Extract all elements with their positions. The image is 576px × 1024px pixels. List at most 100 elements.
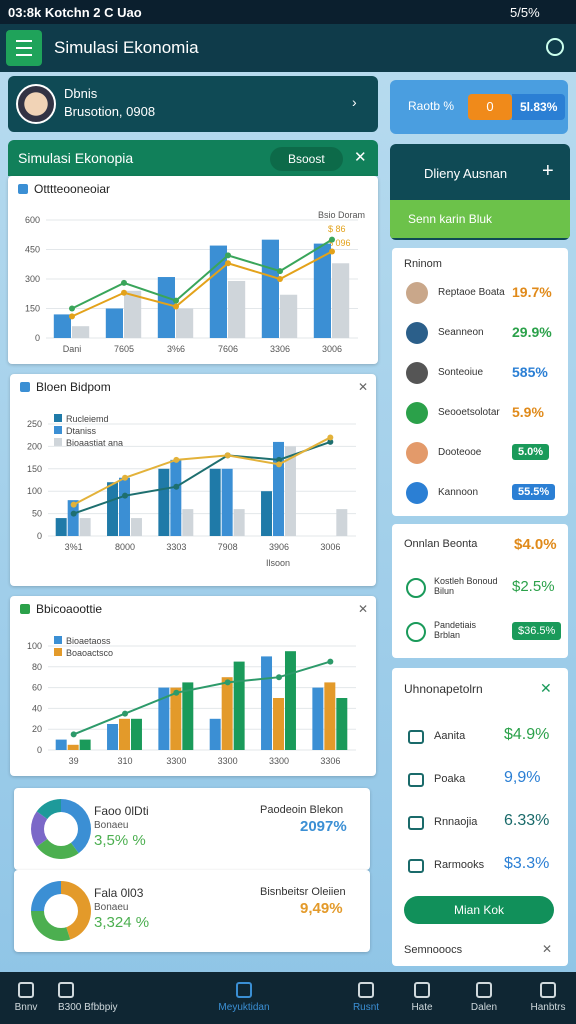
status-bar	[0, 0, 576, 24]
bar	[284, 446, 296, 536]
nav-label[interactable]: Dalen	[470, 1002, 498, 1013]
nav-label[interactable]: Rusnt	[352, 1002, 380, 1013]
point	[173, 456, 180, 463]
bar	[209, 468, 221, 536]
x-tick-label: 8000	[115, 542, 135, 552]
chart-card: Otttteooneoiar Bsio Doram $ 86 $ 096 0 150 300…	[8, 176, 378, 364]
bar	[176, 308, 194, 338]
annotation: $ 096	[328, 238, 351, 248]
list-button[interactable]: Mian Kok	[404, 896, 554, 924]
close: ✕	[354, 149, 367, 166]
row-value: 6.33%	[504, 812, 550, 829]
x-tick-label: 3006	[322, 344, 342, 354]
nav-label[interactable]: Bnnv	[14, 1002, 38, 1013]
point	[225, 260, 231, 267]
point	[225, 252, 231, 259]
x-tick-label: 3006	[320, 542, 340, 552]
row-value: 5.0%	[512, 444, 550, 460]
annotation: Bsio Doram	[318, 210, 365, 220]
point	[122, 710, 128, 717]
donut-right-value: 2097%	[300, 818, 347, 835]
legend-swatch	[54, 648, 62, 656]
y-tick-label: 40	[32, 703, 42, 713]
status-left: 03:8k Kotchn 2 C Uao	[8, 5, 142, 20]
app-bar	[0, 24, 576, 72]
close: ✕	[358, 602, 368, 616]
line	[73, 440, 331, 515]
y-tick-label: 150	[27, 464, 42, 474]
donut-title: Faoo 0lDti	[94, 804, 149, 818]
bar	[273, 698, 284, 750]
toggle[interactable]: 0	[468, 94, 512, 120]
x-tick-label: 3300	[269, 756, 289, 766]
x-tick-label: 3303	[166, 542, 186, 552]
point	[173, 483, 180, 490]
bar	[324, 682, 336, 750]
row-label: Sonteoiue	[438, 367, 484, 378]
summary-value: $4.0%	[514, 536, 557, 553]
line	[73, 660, 331, 736]
menu-line	[16, 40, 32, 42]
point	[329, 236, 335, 243]
point	[276, 674, 282, 681]
row-icon	[406, 482, 428, 504]
x-tick-label: Dani	[63, 344, 82, 354]
menu-button[interactable]	[6, 30, 42, 66]
nav-icon[interactable]	[476, 982, 492, 998]
point	[121, 279, 127, 286]
nav-icon[interactable]	[540, 982, 556, 998]
point	[70, 510, 77, 517]
panel-button[interactable]: Bsoost	[270, 147, 343, 171]
row-icon	[406, 362, 428, 384]
rate-label: Raotb %	[408, 99, 455, 113]
line	[71, 250, 333, 318]
nav-label[interactable]: Hate	[411, 1002, 433, 1013]
row-value: $3.3%	[504, 855, 550, 872]
nav-icon[interactable]	[358, 982, 374, 998]
x-tick-label: 3%1	[65, 542, 83, 552]
chart: Bloen Bidpom ✕ Rucleiemd Dtaniss Bioaastiat …	[20, 380, 368, 568]
x-tick-label: 39	[69, 756, 79, 766]
row-icon	[406, 322, 428, 344]
action-button[interactable]: Senn karin Bluk	[390, 200, 570, 238]
nav-icon[interactable]	[58, 982, 74, 998]
point	[69, 313, 75, 320]
ranking-title: Rninom	[404, 258, 442, 270]
menu-line	[16, 47, 32, 49]
bar	[170, 687, 182, 750]
bar	[158, 687, 170, 750]
bottom-nav	[0, 972, 576, 1024]
profile-name: Dbnis	[64, 86, 98, 101]
row-value: 55.5%	[512, 484, 556, 500]
row-value: 585%	[512, 364, 548, 380]
profile-card: Dbnis Brusotion, 0908 ›	[8, 76, 378, 132]
row-icon	[406, 442, 428, 464]
nav-icon[interactable]	[414, 982, 430, 998]
x-tick-label: 7908	[218, 542, 238, 552]
bar	[261, 491, 273, 536]
bar	[107, 482, 119, 536]
nav-label[interactable]: B300 Bfbbpiy	[58, 1002, 118, 1013]
chart-title: Bloen Bidpom	[36, 380, 111, 394]
account-icon[interactable]	[546, 38, 564, 56]
point	[224, 452, 231, 459]
x-tick-label: 3300	[218, 756, 238, 766]
bar	[130, 518, 142, 536]
bar	[67, 500, 79, 536]
chart-title: Otttteooneoiar	[34, 182, 110, 196]
y-tick-label: 50	[32, 509, 42, 519]
bar	[107, 724, 119, 750]
x-tick-label: 3306	[270, 344, 290, 354]
y-tick-label: 100	[27, 486, 42, 496]
nav-label[interactable]: Meyuktidan	[218, 1002, 270, 1013]
bar	[72, 326, 90, 338]
bar	[79, 739, 91, 750]
nav-label[interactable]: Hanbtrs	[530, 1002, 566, 1013]
nav-icon[interactable]	[18, 982, 34, 998]
bar	[157, 277, 175, 338]
row-value: 9,9%	[504, 769, 541, 786]
row-icon	[406, 578, 426, 598]
bar	[55, 518, 67, 536]
nav-icon[interactable]	[236, 982, 252, 998]
